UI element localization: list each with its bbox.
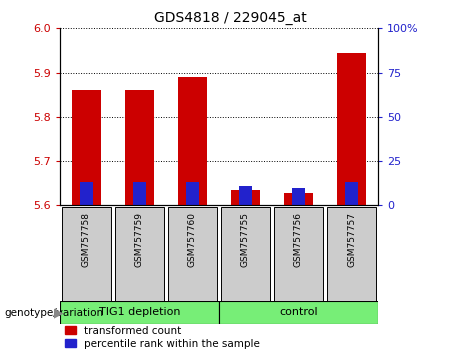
Text: GSM757760: GSM757760 bbox=[188, 212, 197, 267]
Bar bbox=[231, 190, 260, 205]
Bar bbox=[168, 207, 217, 303]
Text: genotype/variation: genotype/variation bbox=[5, 308, 104, 318]
Bar bbox=[115, 207, 164, 303]
Text: GDS4818 / 229045_at: GDS4818 / 229045_at bbox=[154, 11, 307, 25]
Bar bbox=[221, 207, 270, 303]
Bar bbox=[125, 90, 154, 205]
Bar bbox=[80, 182, 93, 205]
Bar bbox=[274, 207, 323, 303]
Bar bbox=[219, 301, 378, 324]
Bar bbox=[60, 301, 219, 324]
Text: GSM757756: GSM757756 bbox=[294, 212, 303, 267]
Legend: transformed count, percentile rank within the sample: transformed count, percentile rank withi… bbox=[65, 326, 260, 349]
Bar bbox=[284, 193, 313, 205]
Bar bbox=[292, 188, 305, 205]
Text: ▶: ▶ bbox=[54, 307, 64, 320]
Bar bbox=[72, 90, 101, 205]
Bar bbox=[186, 182, 199, 205]
Bar bbox=[337, 53, 366, 205]
Bar bbox=[345, 182, 358, 205]
Bar bbox=[62, 207, 111, 303]
Text: control: control bbox=[279, 307, 318, 318]
Text: TIG1 depletion: TIG1 depletion bbox=[99, 307, 180, 318]
Text: GSM757759: GSM757759 bbox=[135, 212, 144, 267]
Text: GSM757758: GSM757758 bbox=[82, 212, 91, 267]
Text: GSM757755: GSM757755 bbox=[241, 212, 250, 267]
Bar bbox=[239, 186, 252, 205]
Text: GSM757757: GSM757757 bbox=[347, 212, 356, 267]
Bar bbox=[133, 182, 146, 205]
Bar bbox=[327, 207, 376, 303]
Bar bbox=[178, 77, 207, 205]
